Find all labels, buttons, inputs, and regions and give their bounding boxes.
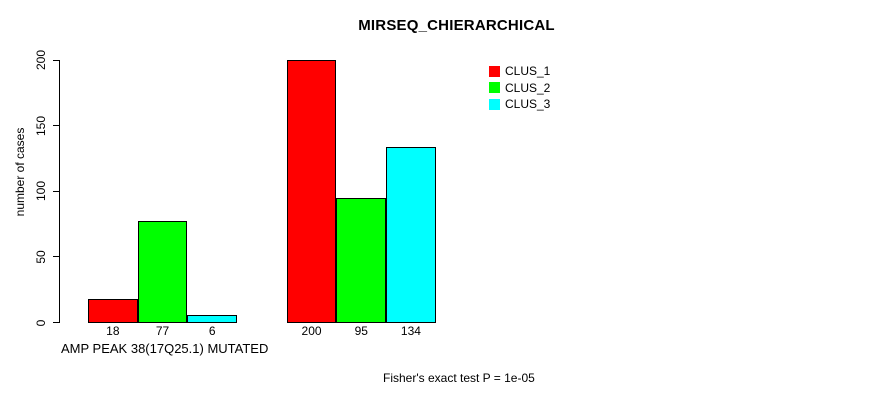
legend-label: CLUS_2 bbox=[505, 80, 551, 95]
y-tick-label: 50 bbox=[34, 250, 48, 264]
bar-clus_2 bbox=[137, 221, 188, 323]
bar-value-label: 77 bbox=[155, 324, 170, 338]
annotation-text: Fisher's exact test P = 1e-05 bbox=[383, 371, 535, 385]
y-tick-label: 150 bbox=[34, 115, 48, 136]
legend-swatch-clus_3 bbox=[489, 98, 500, 110]
y-tick-label: 100 bbox=[34, 181, 48, 202]
legend-row: CLUS_2 bbox=[489, 80, 550, 97]
bar-clus_1 bbox=[286, 60, 337, 323]
legend-label: CLUS_3 bbox=[505, 97, 551, 112]
bar-value-label: 200 bbox=[301, 324, 322, 338]
legend-swatch-clus_2 bbox=[489, 82, 500, 94]
bar-clus_3 bbox=[187, 314, 238, 323]
y-tick-label: 200 bbox=[34, 49, 48, 71]
x-axis-label: AMP PEAK 38(17Q25.1) MUTATED bbox=[61, 341, 269, 356]
bar-value-label: 134 bbox=[400, 324, 421, 338]
y-tick-mark bbox=[53, 322, 60, 323]
legend-swatch-clus_1 bbox=[489, 65, 500, 77]
y-tick-mark bbox=[53, 256, 60, 258]
y-tick-mark bbox=[53, 125, 60, 127]
bar-value-label: 95 bbox=[354, 324, 368, 338]
legend-row: CLUS_1 bbox=[489, 63, 550, 80]
bar-clus_3 bbox=[386, 146, 436, 323]
legend: CLUS_1 CLUS_2 CLUS_3 bbox=[489, 63, 550, 113]
legend-row: CLUS_3 bbox=[489, 96, 550, 113]
bar-clus_1 bbox=[88, 298, 138, 323]
legend-label: CLUS_1 bbox=[505, 64, 551, 79]
chart-title: MIRSEQ_CHIERARCHICAL bbox=[358, 17, 555, 34]
y-tick-mark bbox=[53, 190, 60, 192]
y-tick-label: 0 bbox=[34, 319, 48, 326]
bar-clus_2 bbox=[336, 197, 387, 323]
y-axis-label: number of cases bbox=[13, 127, 27, 217]
y-tick-mark bbox=[53, 59, 60, 61]
bar-value-label: 6 bbox=[208, 324, 216, 338]
bar-value-label: 18 bbox=[106, 324, 120, 338]
